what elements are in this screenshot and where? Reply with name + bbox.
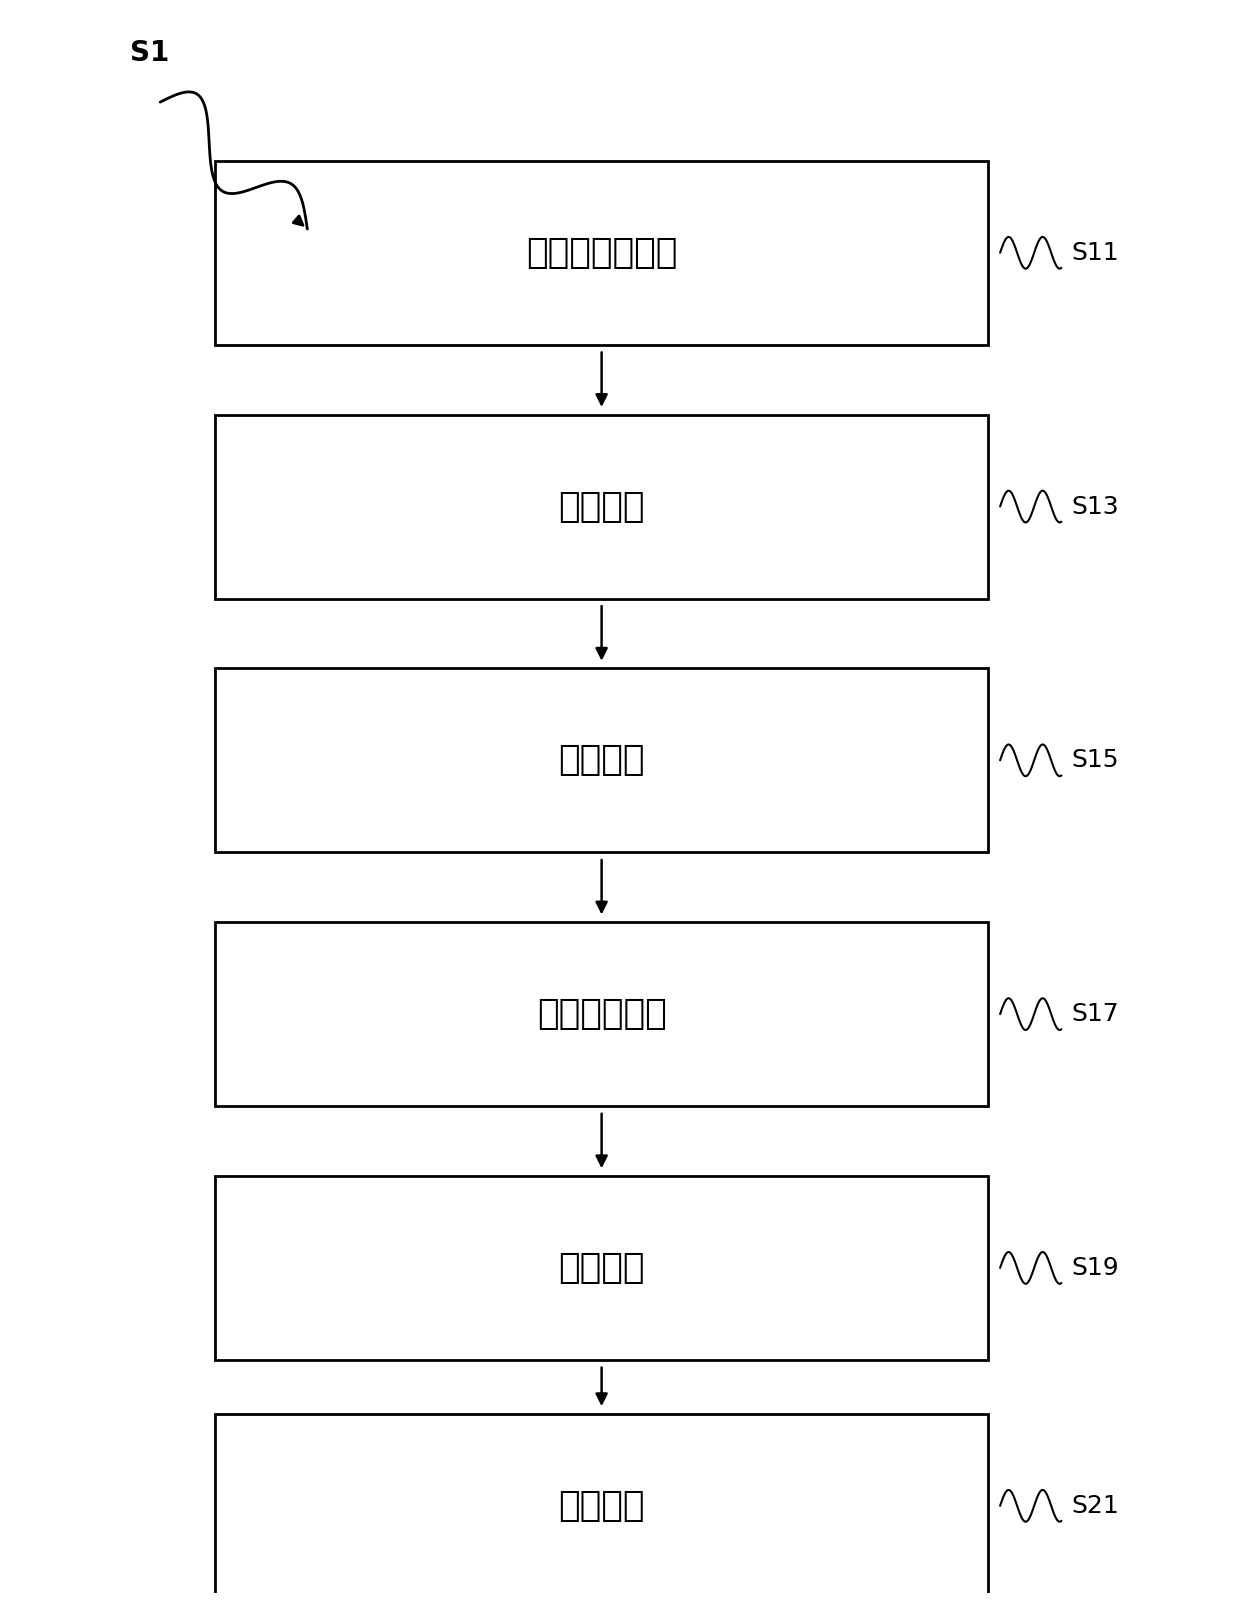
Bar [216, 922, 988, 1106]
Bar [216, 1176, 988, 1360]
Bar [216, 1414, 988, 1598]
Text: 压合步骤: 压合步骤 [558, 490, 645, 523]
Bar [216, 160, 988, 344]
Text: S15: S15 [1071, 749, 1118, 773]
Text: S21: S21 [1071, 1494, 1118, 1518]
Text: 金属连接步骤: 金属连接步骤 [537, 997, 666, 1030]
Text: 间隔板准备步骤: 间隔板准备步骤 [526, 235, 677, 270]
Text: 钒孔步骤: 钒孔步骤 [558, 744, 645, 778]
Bar [216, 669, 988, 853]
Text: S13: S13 [1071, 494, 1118, 518]
Text: S11: S11 [1071, 240, 1118, 264]
Text: 切割步骤: 切割步骤 [558, 1251, 645, 1285]
Bar [216, 414, 988, 598]
Text: S19: S19 [1071, 1256, 1118, 1280]
Text: 封胶步骤: 封胶步骤 [558, 1490, 645, 1523]
Text: S17: S17 [1071, 1002, 1118, 1026]
Text: S1: S1 [129, 38, 169, 67]
